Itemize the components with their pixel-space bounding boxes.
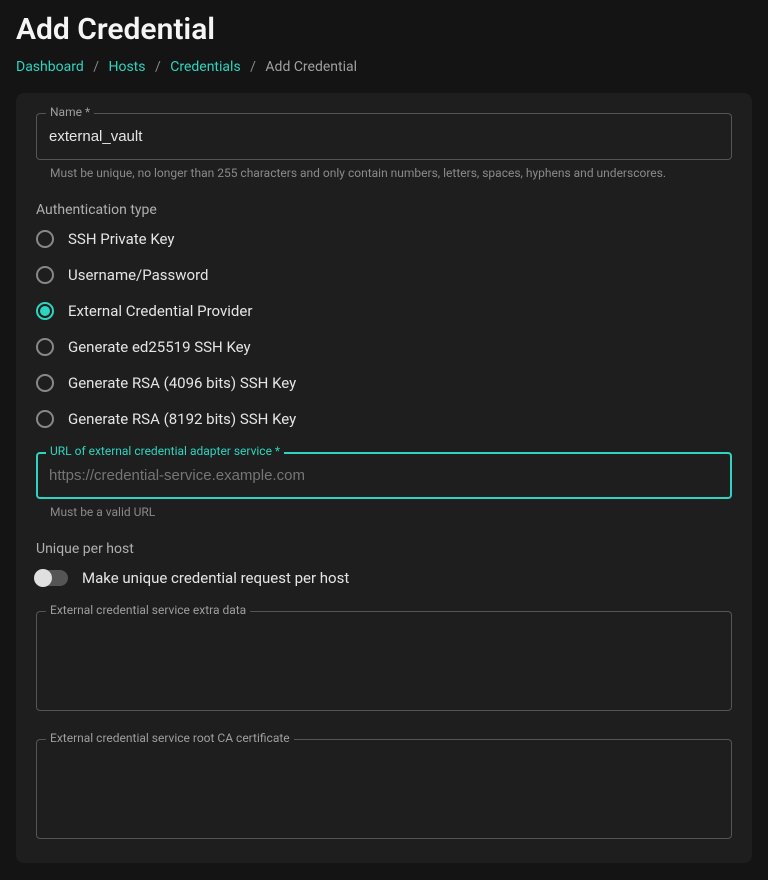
breadcrumb-current: Add Credential — [265, 59, 357, 75]
radio-icon — [36, 374, 54, 392]
unique-per-host-label: Unique per host — [36, 541, 732, 557]
root-ca-label: External credential service root CA cert… — [46, 731, 294, 745]
auth-type-option[interactable]: SSH Private Key — [36, 230, 732, 248]
url-label: URL of external credential adapter servi… — [46, 444, 284, 458]
radio-label: Username/Password — [68, 266, 209, 284]
auth-type-option[interactable]: Generate RSA (4096 bits) SSH Key — [36, 374, 732, 392]
auth-type-option[interactable]: Generate ed25519 SSH Key — [36, 338, 732, 356]
unique-toggle-row: Make unique credential request per host — [36, 569, 732, 587]
radio-icon — [36, 230, 54, 248]
breadcrumb-separator: / — [155, 59, 161, 75]
root-ca-textarea[interactable] — [36, 739, 732, 839]
radio-label: SSH Private Key — [68, 230, 175, 248]
url-helper: Must be a valid URL — [50, 505, 732, 519]
form-card: Name * Must be unique, no longer than 25… — [16, 93, 752, 863]
auth-type-radio-group: SSH Private Key Username/Password External… — [36, 230, 732, 428]
radio-label: Generate ed25519 SSH Key — [68, 338, 251, 356]
radio-icon — [36, 338, 54, 356]
radio-icon — [36, 302, 54, 320]
radio-label: Generate RSA (8192 bits) SSH Key — [68, 410, 296, 428]
breadcrumb-separator: / — [250, 59, 256, 75]
unique-toggle-label: Make unique credential request per host — [82, 569, 349, 587]
breadcrumb-dashboard[interactable]: Dashboard — [16, 59, 84, 75]
auth-type-label: Authentication type — [36, 202, 732, 218]
breadcrumb-hosts[interactable]: Hosts — [108, 59, 145, 75]
extra-data-label: External credential service extra data — [46, 603, 250, 617]
auth-type-option[interactable]: Generate RSA (8192 bits) SSH Key — [36, 410, 732, 428]
radio-label: Generate RSA (4096 bits) SSH Key — [68, 374, 296, 392]
name-input[interactable] — [36, 113, 732, 160]
unique-toggle[interactable] — [36, 570, 68, 586]
extra-data-textarea[interactable] — [36, 611, 732, 711]
breadcrumb-separator: / — [93, 59, 99, 75]
radio-icon — [36, 410, 54, 428]
name-field-wrap: Name * — [36, 113, 732, 160]
auth-type-option[interactable]: Username/Password — [36, 266, 732, 284]
radio-icon — [36, 266, 54, 284]
auth-type-option[interactable]: External Credential Provider — [36, 302, 732, 320]
url-field-wrap: URL of external credential adapter servi… — [36, 452, 732, 499]
root-ca-wrap: External credential service root CA cert… — [36, 739, 732, 843]
radio-dot-icon — [40, 306, 50, 316]
name-helper: Must be unique, no longer than 255 chara… — [50, 166, 732, 180]
breadcrumb-credentials[interactable]: Credentials — [170, 59, 240, 75]
url-input[interactable] — [36, 452, 732, 499]
toggle-knob — [34, 569, 52, 587]
extra-data-wrap: External credential service extra data — [36, 611, 732, 715]
name-label: Name * — [46, 105, 94, 119]
breadcrumb: Dashboard / Hosts / Credentials / Add Cr… — [16, 59, 752, 75]
radio-label: External Credential Provider — [68, 302, 252, 320]
page-title: Add Credential — [16, 12, 752, 47]
